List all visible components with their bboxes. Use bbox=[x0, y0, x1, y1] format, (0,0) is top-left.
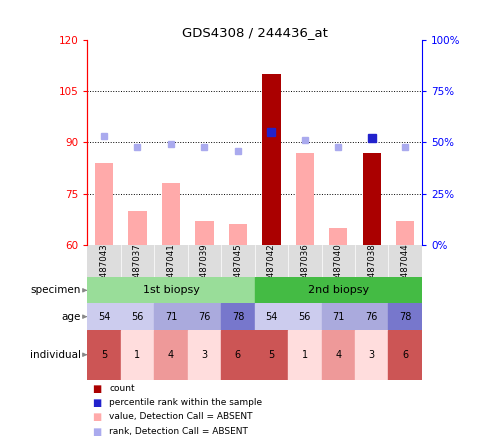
Bar bbox=[121, 330, 154, 380]
Bar bbox=[221, 330, 254, 380]
Bar bbox=[287, 330, 321, 380]
Bar bbox=[195, 221, 213, 245]
Text: 1st biopsy: 1st biopsy bbox=[142, 285, 199, 295]
Title: GDS4308 / 244436_at: GDS4308 / 244436_at bbox=[182, 26, 327, 39]
Text: 1: 1 bbox=[134, 350, 140, 360]
Bar bbox=[329, 228, 347, 245]
Text: 54: 54 bbox=[265, 312, 277, 321]
Bar bbox=[254, 330, 287, 380]
Bar bbox=[388, 330, 421, 380]
Bar bbox=[287, 304, 321, 330]
Bar bbox=[228, 224, 246, 245]
Text: 6: 6 bbox=[401, 350, 408, 360]
Text: 3: 3 bbox=[368, 350, 374, 360]
Text: rank, Detection Call = ABSENT: rank, Detection Call = ABSENT bbox=[109, 427, 247, 436]
Bar bbox=[154, 330, 187, 380]
Bar bbox=[187, 304, 221, 330]
Bar bbox=[162, 183, 180, 245]
Bar bbox=[321, 330, 354, 380]
Bar bbox=[187, 330, 221, 380]
Text: specimen: specimen bbox=[30, 285, 80, 295]
Text: 4: 4 bbox=[167, 350, 174, 360]
Text: 76: 76 bbox=[198, 312, 210, 321]
Text: 71: 71 bbox=[165, 312, 177, 321]
Text: ■: ■ bbox=[92, 398, 101, 408]
Text: 2nd biopsy: 2nd biopsy bbox=[307, 285, 368, 295]
Bar bbox=[295, 153, 313, 245]
Text: individual: individual bbox=[30, 350, 80, 360]
Text: 54: 54 bbox=[98, 312, 110, 321]
Bar bbox=[388, 304, 421, 330]
Text: 6: 6 bbox=[234, 350, 241, 360]
Bar bbox=[354, 330, 388, 380]
Text: value, Detection Call = ABSENT: value, Detection Call = ABSENT bbox=[109, 412, 252, 421]
Text: 78: 78 bbox=[231, 312, 243, 321]
Bar bbox=[354, 304, 388, 330]
Text: 5: 5 bbox=[268, 350, 274, 360]
Bar bbox=[321, 304, 354, 330]
Text: count: count bbox=[109, 384, 135, 393]
Text: ■: ■ bbox=[92, 384, 101, 394]
Bar bbox=[87, 304, 121, 330]
Bar bbox=[254, 304, 287, 330]
Bar bbox=[121, 304, 154, 330]
Text: 56: 56 bbox=[131, 312, 143, 321]
Text: 3: 3 bbox=[201, 350, 207, 360]
Bar bbox=[362, 153, 380, 245]
Text: 5: 5 bbox=[101, 350, 107, 360]
Text: age: age bbox=[61, 312, 80, 321]
Bar bbox=[395, 221, 413, 245]
Text: 4: 4 bbox=[334, 350, 341, 360]
Bar bbox=[87, 330, 121, 380]
Text: 1: 1 bbox=[301, 350, 307, 360]
Bar bbox=[262, 74, 280, 245]
Bar bbox=[154, 304, 187, 330]
Text: 76: 76 bbox=[365, 312, 377, 321]
Text: 71: 71 bbox=[332, 312, 344, 321]
Text: 78: 78 bbox=[398, 312, 410, 321]
Text: ■: ■ bbox=[92, 412, 101, 423]
Bar bbox=[128, 211, 146, 245]
Bar bbox=[221, 304, 254, 330]
Bar bbox=[254, 277, 421, 304]
Bar bbox=[95, 163, 113, 245]
Bar bbox=[87, 277, 254, 304]
Text: percentile rank within the sample: percentile rank within the sample bbox=[109, 398, 262, 407]
Text: 56: 56 bbox=[298, 312, 310, 321]
Text: ■: ■ bbox=[92, 427, 101, 437]
